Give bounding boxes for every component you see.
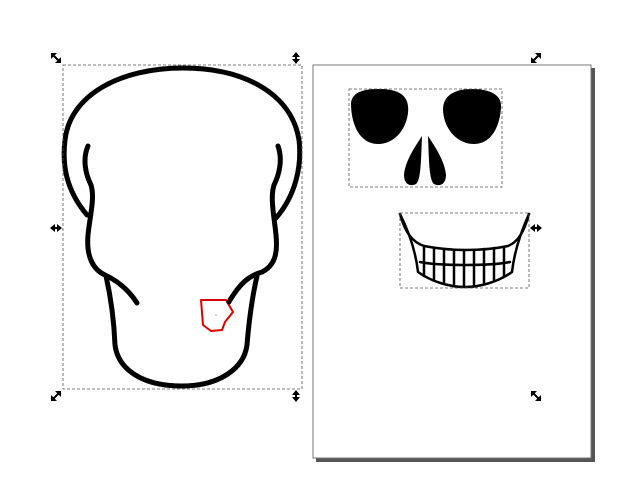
teeth-jaw-group[interactable]: [398, 212, 531, 289]
eyes-nose-group[interactable]: [351, 89, 502, 186]
nose-left: [404, 136, 422, 186]
diagonal-double-arrow-icon[interactable]: [50, 390, 62, 402]
vertical-double-arrow-icon[interactable]: [292, 390, 300, 402]
skull-outline[interactable]: [61, 65, 303, 389]
teeth-selection-box: [399, 212, 530, 289]
diagonal-double-arrow-icon[interactable]: [530, 52, 542, 64]
horizontal-double-arrow-icon[interactable]: [50, 224, 62, 232]
red-node-path[interactable]: [200, 299, 234, 332]
eyes-selection-box: [348, 88, 503, 188]
selection-boxes: [62, 64, 530, 390]
right-eye: [443, 89, 502, 144]
diagonal-double-arrow-icon[interactable]: [50, 52, 62, 64]
vertical-double-arrow-icon[interactable]: [292, 52, 300, 64]
skull-selection-box: [62, 64, 303, 390]
left-eye: [351, 89, 409, 144]
nose-right: [428, 136, 446, 186]
